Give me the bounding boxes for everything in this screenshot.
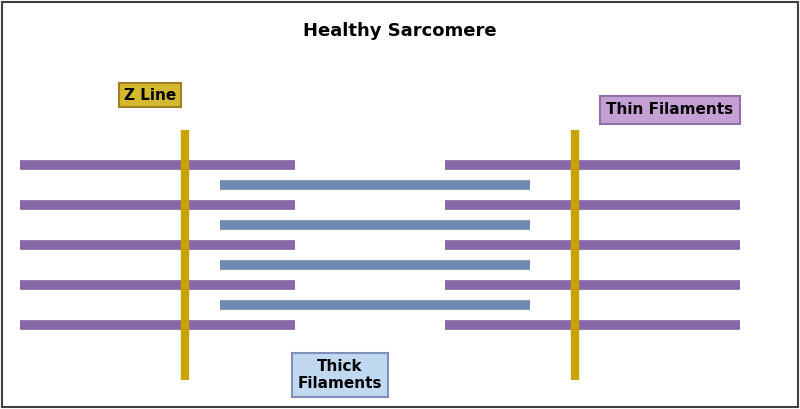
Text: Thin Filaments: Thin Filaments (606, 103, 734, 117)
Text: Healthy Sarcomere: Healthy Sarcomere (303, 22, 497, 40)
Text: Z Line: Z Line (124, 88, 176, 103)
Text: Thick
Filaments: Thick Filaments (298, 359, 382, 391)
